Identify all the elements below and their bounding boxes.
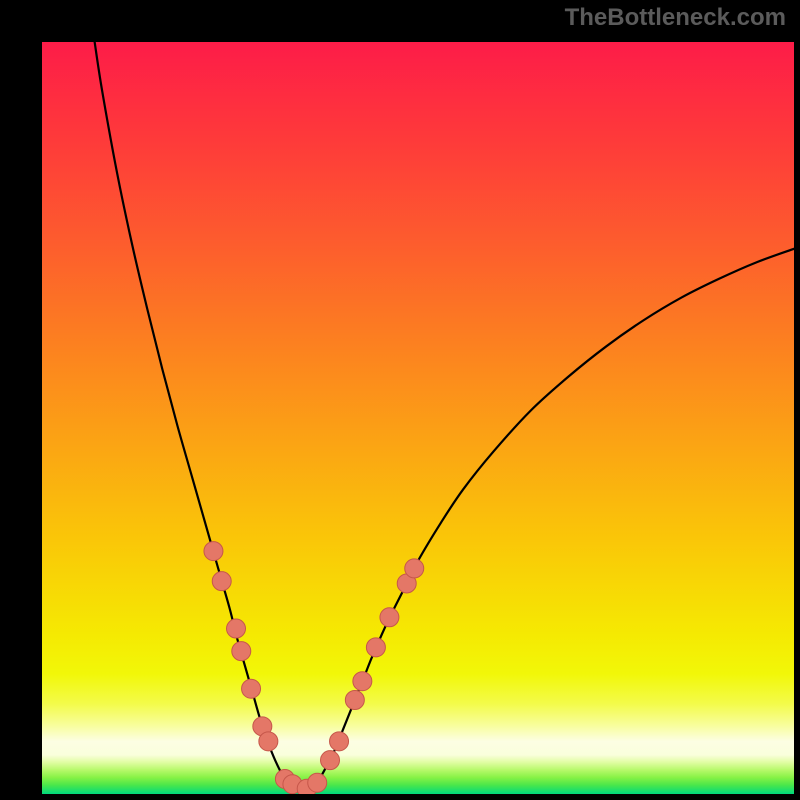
data-point [380, 608, 399, 627]
gradient-background [42, 42, 794, 794]
data-point [366, 638, 385, 657]
data-point [242, 679, 261, 698]
data-point [227, 619, 246, 638]
data-point [232, 642, 251, 661]
data-point [405, 559, 424, 578]
data-point [212, 572, 231, 591]
data-point [353, 672, 372, 691]
chart-svg [42, 42, 794, 794]
data-point [330, 732, 349, 751]
plot-area [42, 42, 794, 794]
credit-label: TheBottleneck.com [565, 4, 786, 32]
data-point [259, 732, 278, 751]
data-point [204, 542, 223, 561]
data-point [308, 773, 327, 792]
data-point [321, 751, 340, 770]
data-point [345, 691, 364, 710]
chart-container: TheBottleneck.com [0, 0, 800, 800]
